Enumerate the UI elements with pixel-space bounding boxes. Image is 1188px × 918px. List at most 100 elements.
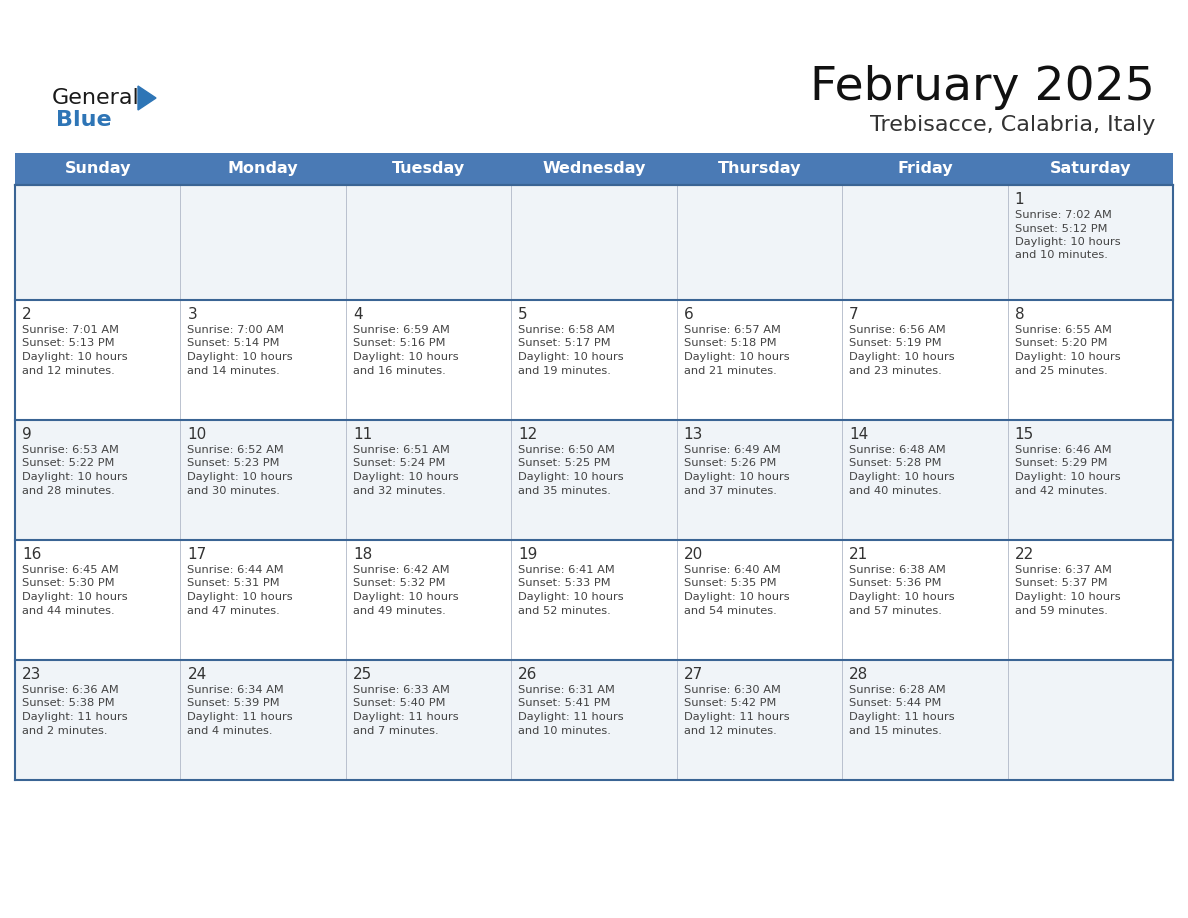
Text: Sunset: 5:29 PM: Sunset: 5:29 PM [1015, 458, 1107, 468]
Text: 27: 27 [684, 667, 703, 682]
Text: and 10 minutes.: and 10 minutes. [518, 725, 611, 735]
Text: Sunrise: 6:28 AM: Sunrise: 6:28 AM [849, 685, 946, 695]
Text: and 44 minutes.: and 44 minutes. [23, 606, 114, 615]
Text: and 15 minutes.: and 15 minutes. [849, 725, 942, 735]
Text: Sunset: 5:30 PM: Sunset: 5:30 PM [23, 578, 114, 588]
Text: Sunset: 5:35 PM: Sunset: 5:35 PM [684, 578, 776, 588]
Text: Daylight: 10 hours: Daylight: 10 hours [23, 472, 127, 482]
Text: Sunrise: 6:45 AM: Sunrise: 6:45 AM [23, 565, 119, 575]
Text: 18: 18 [353, 547, 372, 562]
Text: Sunset: 5:31 PM: Sunset: 5:31 PM [188, 578, 280, 588]
Text: Sunset: 5:33 PM: Sunset: 5:33 PM [518, 578, 611, 588]
Text: and 12 minutes.: and 12 minutes. [23, 365, 115, 375]
Text: Sunrise: 6:59 AM: Sunrise: 6:59 AM [353, 325, 450, 335]
Text: Tuesday: Tuesday [392, 162, 466, 176]
Text: 12: 12 [518, 427, 537, 442]
Text: Sunset: 5:13 PM: Sunset: 5:13 PM [23, 339, 114, 349]
Text: and 59 minutes.: and 59 minutes. [1015, 606, 1107, 615]
Text: 14: 14 [849, 427, 868, 442]
Text: 19: 19 [518, 547, 538, 562]
Bar [15, 300, 1173, 420]
Text: and 49 minutes.: and 49 minutes. [353, 606, 446, 615]
Text: Sunset: 5:19 PM: Sunset: 5:19 PM [849, 339, 942, 349]
Text: General: General [52, 88, 140, 108]
Text: Sunrise: 6:36 AM: Sunrise: 6:36 AM [23, 685, 119, 695]
Text: Daylight: 10 hours: Daylight: 10 hours [849, 472, 955, 482]
Polygon shape [138, 86, 156, 110]
Bar [15, 153, 1173, 185]
Text: Daylight: 11 hours: Daylight: 11 hours [684, 712, 789, 722]
Text: Daylight: 10 hours: Daylight: 10 hours [353, 472, 459, 482]
Text: and 10 minutes.: and 10 minutes. [1015, 251, 1107, 261]
Text: February 2025: February 2025 [810, 65, 1155, 110]
Text: Sunrise: 6:30 AM: Sunrise: 6:30 AM [684, 685, 781, 695]
Text: Daylight: 10 hours: Daylight: 10 hours [23, 592, 127, 602]
Text: Sunrise: 6:33 AM: Sunrise: 6:33 AM [353, 685, 450, 695]
Text: and 35 minutes.: and 35 minutes. [518, 486, 611, 496]
Text: and 2 minutes.: and 2 minutes. [23, 725, 107, 735]
Text: Sunrise: 6:52 AM: Sunrise: 6:52 AM [188, 445, 284, 455]
Text: Sunset: 5:18 PM: Sunset: 5:18 PM [684, 339, 776, 349]
Text: Daylight: 10 hours: Daylight: 10 hours [188, 592, 293, 602]
Text: Daylight: 10 hours: Daylight: 10 hours [23, 352, 127, 362]
Text: 16: 16 [23, 547, 42, 562]
Text: 22: 22 [1015, 547, 1034, 562]
Text: Sunrise: 6:31 AM: Sunrise: 6:31 AM [518, 685, 615, 695]
Text: Daylight: 10 hours: Daylight: 10 hours [1015, 472, 1120, 482]
Text: Sunrise: 6:41 AM: Sunrise: 6:41 AM [518, 565, 615, 575]
Text: 20: 20 [684, 547, 703, 562]
Text: Sunset: 5:23 PM: Sunset: 5:23 PM [188, 458, 280, 468]
Text: Daylight: 10 hours: Daylight: 10 hours [849, 592, 955, 602]
Text: Sunset: 5:38 PM: Sunset: 5:38 PM [23, 699, 114, 709]
Text: Sunrise: 6:55 AM: Sunrise: 6:55 AM [1015, 325, 1112, 335]
Text: Sunrise: 6:42 AM: Sunrise: 6:42 AM [353, 565, 449, 575]
Text: Sunset: 5:40 PM: Sunset: 5:40 PM [353, 699, 446, 709]
Text: Sunset: 5:20 PM: Sunset: 5:20 PM [1015, 339, 1107, 349]
Text: 17: 17 [188, 547, 207, 562]
Text: 25: 25 [353, 667, 372, 682]
Text: and 30 minutes.: and 30 minutes. [188, 486, 280, 496]
Text: 26: 26 [518, 667, 538, 682]
Text: Sunset: 5:22 PM: Sunset: 5:22 PM [23, 458, 114, 468]
Text: Friday: Friday [897, 162, 953, 176]
Text: Sunrise: 6:37 AM: Sunrise: 6:37 AM [1015, 565, 1112, 575]
Text: Sunset: 5:36 PM: Sunset: 5:36 PM [849, 578, 942, 588]
Text: 2: 2 [23, 307, 32, 322]
Text: Daylight: 11 hours: Daylight: 11 hours [23, 712, 127, 722]
Text: Sunrise: 6:40 AM: Sunrise: 6:40 AM [684, 565, 781, 575]
Text: Daylight: 11 hours: Daylight: 11 hours [518, 712, 624, 722]
Text: Sunrise: 6:49 AM: Sunrise: 6:49 AM [684, 445, 781, 455]
Text: Sunrise: 6:50 AM: Sunrise: 6:50 AM [518, 445, 615, 455]
Text: Sunset: 5:25 PM: Sunset: 5:25 PM [518, 458, 611, 468]
Text: Daylight: 10 hours: Daylight: 10 hours [684, 472, 789, 482]
Text: 3: 3 [188, 307, 197, 322]
Bar [15, 660, 1173, 780]
Text: 1: 1 [1015, 192, 1024, 207]
Text: 13: 13 [684, 427, 703, 442]
Text: and 32 minutes.: and 32 minutes. [353, 486, 446, 496]
Text: and 37 minutes.: and 37 minutes. [684, 486, 777, 496]
Text: Daylight: 10 hours: Daylight: 10 hours [518, 592, 624, 602]
Text: Sunset: 5:32 PM: Sunset: 5:32 PM [353, 578, 446, 588]
Text: Daylight: 11 hours: Daylight: 11 hours [849, 712, 955, 722]
Text: 5: 5 [518, 307, 527, 322]
Text: Sunrise: 6:46 AM: Sunrise: 6:46 AM [1015, 445, 1111, 455]
Text: 28: 28 [849, 667, 868, 682]
Text: 4: 4 [353, 307, 362, 322]
Text: 21: 21 [849, 547, 868, 562]
Text: Sunset: 5:16 PM: Sunset: 5:16 PM [353, 339, 446, 349]
Text: Sunrise: 6:34 AM: Sunrise: 6:34 AM [188, 685, 284, 695]
Text: Sunset: 5:17 PM: Sunset: 5:17 PM [518, 339, 611, 349]
Text: 11: 11 [353, 427, 372, 442]
Text: Daylight: 10 hours: Daylight: 10 hours [518, 352, 624, 362]
Text: Sunset: 5:12 PM: Sunset: 5:12 PM [1015, 223, 1107, 233]
Text: 24: 24 [188, 667, 207, 682]
Text: and 47 minutes.: and 47 minutes. [188, 606, 280, 615]
Bar [15, 185, 1173, 300]
Text: 9: 9 [23, 427, 32, 442]
Text: and 12 minutes.: and 12 minutes. [684, 725, 777, 735]
Text: Monday: Monday [228, 162, 298, 176]
Text: Sunset: 5:24 PM: Sunset: 5:24 PM [353, 458, 446, 468]
Text: and 4 minutes.: and 4 minutes. [188, 725, 273, 735]
Text: Sunrise: 6:51 AM: Sunrise: 6:51 AM [353, 445, 450, 455]
